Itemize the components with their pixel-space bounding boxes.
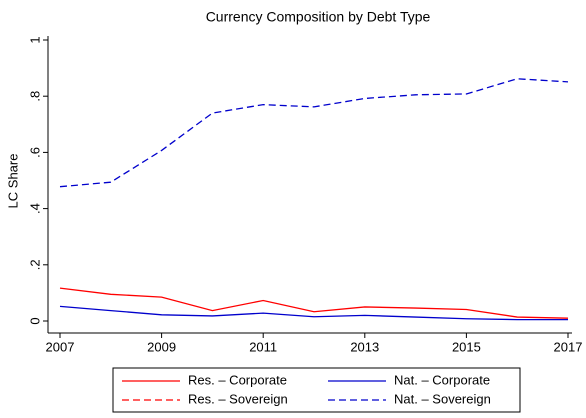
x-tick-label: 2015	[452, 339, 481, 354]
y-tick-label: .4	[27, 203, 42, 214]
legend-label: Nat. – Corporate	[394, 372, 490, 387]
y-tick-label: .2	[27, 259, 42, 270]
series-line	[59, 287, 569, 319]
x-tick-label: 2013	[350, 339, 379, 354]
legend-label: Nat. – Sovereign	[394, 391, 491, 406]
series-line	[59, 78, 569, 188]
x-tick-label: 2007	[46, 339, 75, 354]
legend-label: Res. – Corporate	[188, 372, 287, 387]
legend-label: Res. – Sovereign	[188, 391, 288, 406]
legend-box	[112, 367, 521, 413]
y-tick-label: .6	[27, 147, 42, 158]
y-tick-label: 0	[27, 317, 42, 324]
y-tick-label: .8	[27, 91, 42, 102]
x-tick-label: 2011	[249, 339, 277, 354]
y-axis-label: LC Share	[5, 154, 20, 209]
y-tick-label: 1	[27, 36, 42, 43]
x-tick-label: 2017	[554, 339, 583, 354]
chart-title: Currency Composition by Debt Type	[206, 9, 431, 25]
x-tick-label: 2009	[147, 339, 176, 354]
series-line	[59, 305, 568, 321]
